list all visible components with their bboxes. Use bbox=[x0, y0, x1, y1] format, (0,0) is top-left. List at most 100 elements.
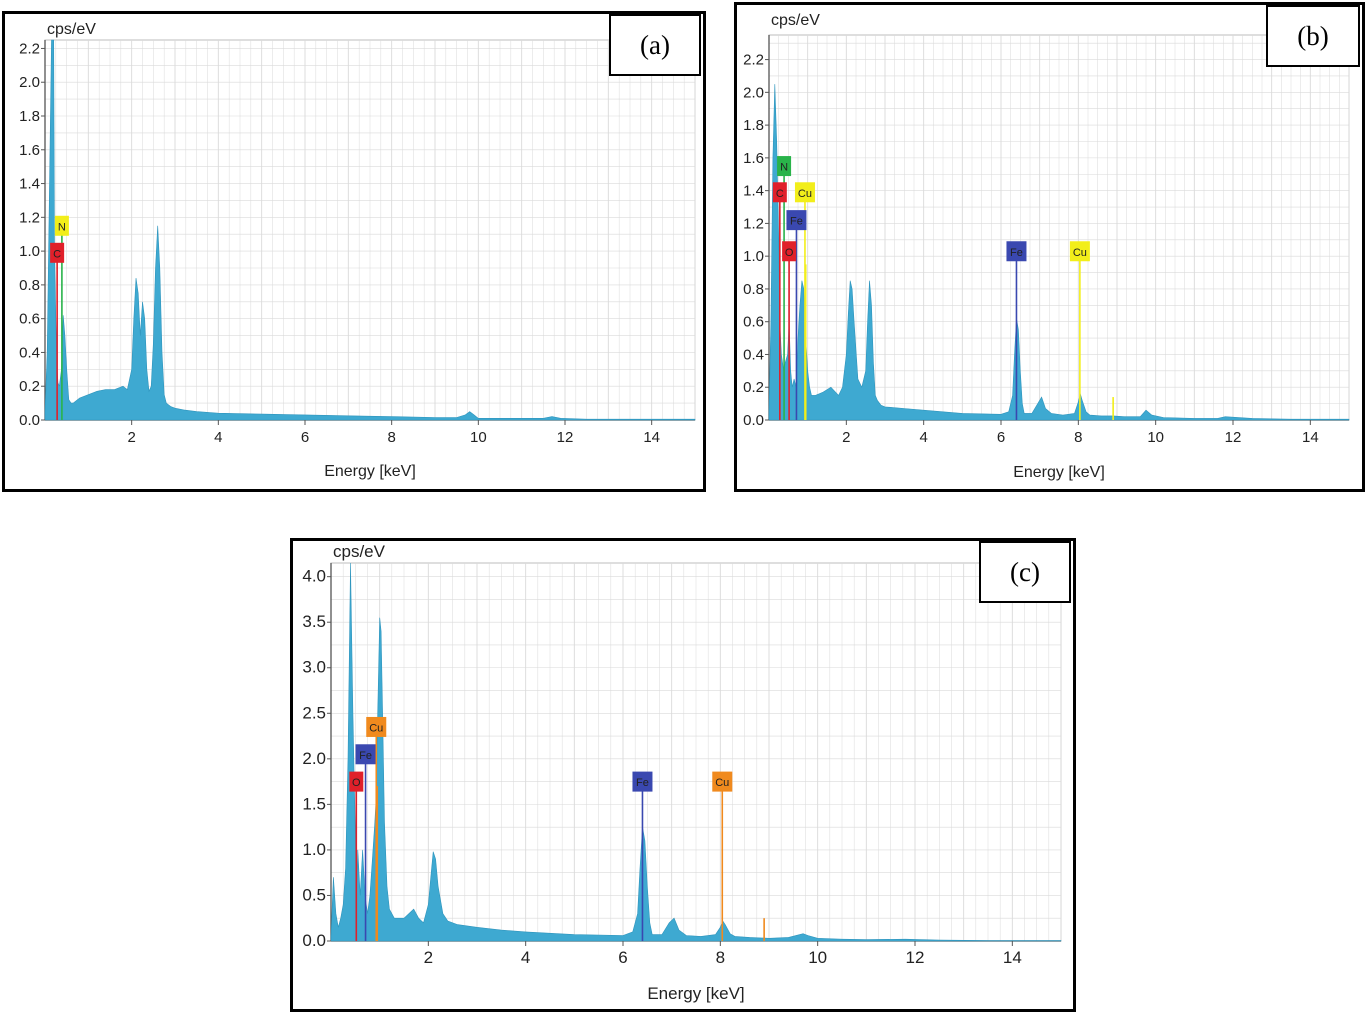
y-tick-label: 0.4 bbox=[19, 344, 40, 361]
x-tick-label: 10 bbox=[470, 429, 487, 446]
y-tick-label: 1.4 bbox=[743, 183, 764, 200]
panel-label-a: (a) bbox=[609, 14, 701, 76]
y-tick-label: 1.8 bbox=[19, 108, 40, 125]
y-tick-label: 4.0 bbox=[302, 567, 326, 586]
x-tick-label: 8 bbox=[387, 429, 395, 446]
element-label-c: C bbox=[53, 248, 61, 260]
eds-panel-b: N C Cu Fe O Fe Cu 2 4 6 8 10 12 14 0.0 0.2 0.4 0.6 0.8 1.0 1… bbox=[734, 2, 1365, 492]
x-tick-label: 8 bbox=[716, 948, 725, 967]
y-tick-label: 3.0 bbox=[302, 658, 326, 677]
x-tick-label: 12 bbox=[1225, 429, 1242, 446]
x-axis-label: Energy [keV] bbox=[1013, 464, 1105, 481]
element-label-box bbox=[54, 215, 69, 236]
y-tick-label: 0.6 bbox=[19, 311, 40, 328]
y-tick-label: 3.5 bbox=[302, 612, 326, 631]
element-label-box bbox=[355, 744, 376, 765]
x-tick-label: 10 bbox=[1147, 429, 1164, 446]
x-tick-label: 12 bbox=[906, 948, 925, 967]
y-tick-label: 1.4 bbox=[19, 176, 40, 193]
spectrum-area bbox=[768, 84, 1350, 421]
y-tick-label: 0.8 bbox=[743, 281, 764, 298]
x-axis-label: Energy [keV] bbox=[324, 463, 416, 480]
x-tick-label: 14 bbox=[1302, 429, 1319, 446]
element-label-box bbox=[349, 771, 364, 792]
element-label-cu: Cu bbox=[798, 188, 812, 200]
y-tick-label: 1.6 bbox=[743, 150, 764, 167]
element-label-fe: Fe bbox=[790, 216, 803, 228]
x-tick-label: 4 bbox=[521, 948, 530, 967]
x-tick-label: 4 bbox=[919, 429, 927, 446]
element-label-box bbox=[786, 210, 807, 231]
y-tick-label: 2.0 bbox=[743, 84, 764, 101]
y-axis-label: cps/eV bbox=[771, 12, 820, 29]
element-label-box bbox=[366, 716, 387, 737]
element-label-o: O bbox=[785, 247, 794, 259]
y-tick-label: 0.2 bbox=[19, 378, 40, 395]
y-tick-label: 2.5 bbox=[302, 703, 326, 722]
element-label-n: N bbox=[58, 221, 66, 233]
x-tick-label: 6 bbox=[997, 429, 1005, 446]
element-label-c: C bbox=[776, 188, 784, 200]
y-tick-label: 2.0 bbox=[302, 749, 326, 768]
element-label-fe: Fe bbox=[359, 750, 372, 762]
y-tick-label: 0.6 bbox=[743, 314, 764, 331]
x-tick-label: 14 bbox=[643, 429, 660, 446]
y-tick-label: 2.2 bbox=[19, 40, 40, 57]
element-label-cu: Cu bbox=[1073, 247, 1087, 259]
element-label-box bbox=[782, 241, 797, 262]
eds-spectrum-a: N C 2 4 6 8 10 12 14 0.0 0.2 0.4 0.6 0.8 1.0 1.2 1.4 1.6 1… bbox=[19, 21, 696, 480]
spectrum-area bbox=[330, 562, 1062, 942]
x-tick-label: 4 bbox=[214, 429, 222, 446]
element-label-box bbox=[777, 156, 792, 177]
y-tick-label: 1.2 bbox=[19, 209, 40, 226]
x-tick-label: 6 bbox=[301, 429, 309, 446]
y-tick-label: 1.0 bbox=[19, 243, 40, 260]
y-tick-label: 0.0 bbox=[302, 931, 326, 950]
element-label-box bbox=[712, 771, 733, 792]
element-label-box bbox=[50, 242, 65, 263]
x-tick-label: 14 bbox=[1003, 948, 1022, 967]
y-tick-label: 0.0 bbox=[743, 412, 764, 429]
eds-spectrum-b: N C Cu Fe O Fe Cu 2 4 6 8 10 12 14 0.0 0.2 0.4 0.6 0.8 1.0 1… bbox=[743, 12, 1350, 481]
x-tick-label: 6 bbox=[618, 948, 627, 967]
x-tick-label: 2 bbox=[127, 429, 135, 446]
element-label-cu: Cu bbox=[369, 722, 383, 734]
element-label-cu: Cu bbox=[715, 777, 729, 789]
x-tick-label: 2 bbox=[424, 948, 433, 967]
element-label-box bbox=[1006, 241, 1027, 262]
panel-label-c: (c) bbox=[979, 541, 1071, 603]
y-axis-label: cps/eV bbox=[47, 21, 96, 38]
element-label-fe: Fe bbox=[636, 777, 649, 789]
y-axis-label: cps/eV bbox=[333, 542, 386, 561]
element-label-box bbox=[772, 182, 787, 203]
y-tick-label: 2.0 bbox=[19, 74, 40, 91]
y-tick-label: 1.8 bbox=[743, 117, 764, 134]
y-tick-label: 1.2 bbox=[743, 215, 764, 232]
eds-spectrum-c: Cu Fe O Fe Cu 2 4 6 8 10 12 14 0.0 0.5 1.0 1.5 2.0 2.5 3.0… bbox=[302, 542, 1062, 1003]
y-tick-label: 0.8 bbox=[19, 277, 40, 294]
y-tick-label: 0.5 bbox=[302, 885, 326, 904]
x-tick-label: 8 bbox=[1074, 429, 1082, 446]
y-tick-label: 1.0 bbox=[743, 248, 764, 265]
x-tick-label: 12 bbox=[557, 429, 574, 446]
x-tick-label: 10 bbox=[808, 948, 827, 967]
y-tick-label: 1.6 bbox=[19, 142, 40, 159]
grid bbox=[330, 563, 1062, 942]
element-label-o: O bbox=[352, 777, 361, 789]
eds-panel-c: Cu Fe O Fe Cu 2 4 6 8 10 12 14 0.0 0.5 1.0 1.5 2.0 2.5 3.0… bbox=[290, 538, 1076, 1012]
y-tick-label: 0.4 bbox=[743, 346, 764, 363]
element-label-n: N bbox=[780, 162, 788, 174]
element-label-fe: Fe bbox=[1010, 247, 1023, 259]
y-tick-label: 1.5 bbox=[302, 794, 326, 813]
y-tick-label: 2.2 bbox=[743, 52, 764, 69]
y-tick-label: 0.0 bbox=[19, 412, 40, 429]
element-label-box bbox=[1069, 241, 1090, 262]
panel-label-b: (b) bbox=[1266, 5, 1360, 67]
element-label-box bbox=[632, 771, 653, 792]
eds-panel-a: N C 2 4 6 8 10 12 14 0.0 0.2 0.4 0.6 0.8 1.0 1.2 1.4 1.6 1… bbox=[2, 11, 706, 492]
x-tick-label: 2 bbox=[842, 429, 850, 446]
x-axis-label: Energy [keV] bbox=[647, 984, 744, 1003]
y-tick-label: 0.2 bbox=[743, 379, 764, 396]
y-tick-label: 1.0 bbox=[302, 840, 326, 859]
element-label-box bbox=[794, 182, 815, 203]
